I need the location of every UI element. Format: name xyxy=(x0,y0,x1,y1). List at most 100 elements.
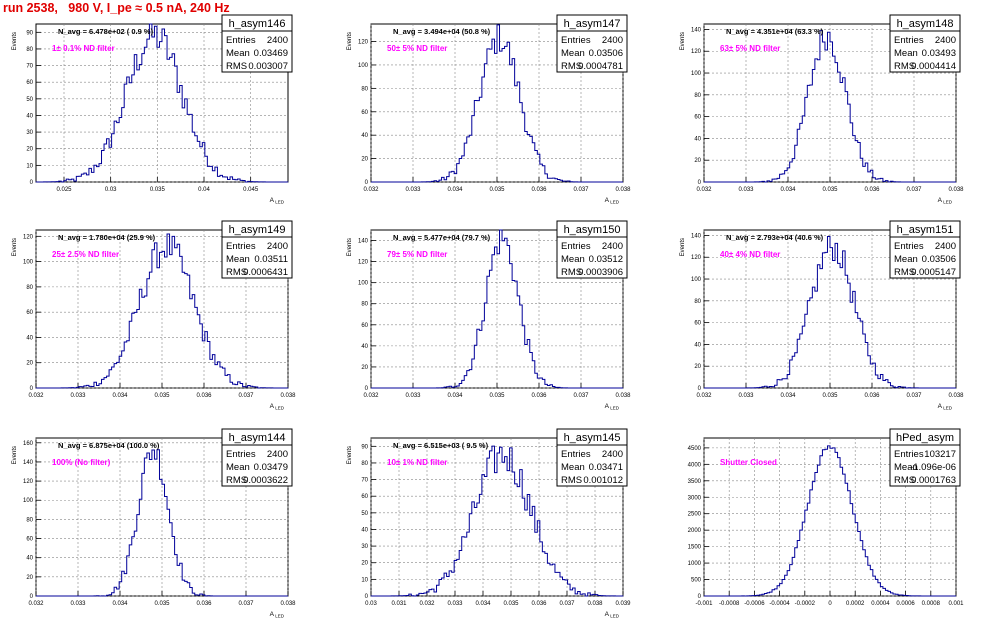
stats-label: Mean xyxy=(894,48,918,59)
navg-label: N_avg = 6.478e+02 ( 0.9 %) xyxy=(58,27,154,36)
y-tick-label: 120 xyxy=(23,479,34,485)
x-tick-label: 0.034 xyxy=(780,187,796,193)
navg-label: N_avg = 1.780e+04 (25.9 %) xyxy=(58,233,156,242)
y-tick-label: 100 xyxy=(358,63,369,69)
stats-value: 2400 xyxy=(935,241,956,252)
x-tick-label: 0 xyxy=(828,601,832,607)
x-tick-label: 0.035 xyxy=(489,187,505,193)
x-tick-label: 0.033 xyxy=(447,601,463,607)
stats-value: 0.0005147 xyxy=(911,267,956,278)
y-tick-label: 60 xyxy=(361,110,368,116)
x-tick-label: 0.038 xyxy=(948,187,964,193)
x-tick-label: 0.036 xyxy=(196,393,212,399)
filter-annotation: 1± 0.1% ND filter xyxy=(52,44,115,53)
x-tick-label: 0.033 xyxy=(738,393,754,399)
y-tick-label: 20 xyxy=(26,147,33,153)
y-tick-label: 100 xyxy=(358,281,369,287)
stats-title: h_asym145 xyxy=(564,432,621,444)
stats-label: RMS xyxy=(894,61,915,72)
navg-label: N_avg = 5.477e+04 (79.7 %) xyxy=(393,233,491,242)
x-tick-label: 0.034 xyxy=(447,393,463,399)
x-axis-label: A LED xyxy=(605,611,620,619)
y-tick-label: 80 xyxy=(26,47,33,53)
x-tick-label: 0.035 xyxy=(154,601,170,607)
histogram-panel-h_asym151: 0.032 0.033 0.034 0.035 0.036 0.037 0.038 0 20 40… xyxy=(680,220,964,411)
stats-box xyxy=(221,14,293,73)
y-tick-label: 20 xyxy=(361,157,368,163)
y-tick-label: 80 xyxy=(361,461,368,467)
navg-label: N_avg = 6.875e+04 (100.0 %) xyxy=(58,441,160,450)
x-tick-label: 0.036 xyxy=(196,601,212,607)
histogram-panel-h_asym145: 0.03 0.031 0.032 0.033 0.034 0.035 0.036 0.037 0… xyxy=(347,428,631,619)
stats-label: Mean xyxy=(226,254,250,265)
histogram-panel-h_asym146: 0.025 0.03 0.035 0.04 0.045 0 10 20 30 40 50 60 70 80… xyxy=(12,14,293,205)
histogram-panel-h_asym149: 0.032 0.033 0.034 0.035 0.036 0.037 0.038 0 20 40… xyxy=(12,220,296,411)
y-tick-label: 160 xyxy=(23,441,34,447)
x-tick-label: -0.001 xyxy=(695,601,713,607)
stats-value: 0.03471 xyxy=(589,462,623,473)
stats-value: 2400 xyxy=(267,35,288,46)
y-axis-label: Events xyxy=(347,32,353,50)
filter-annotation: Shutter Closed xyxy=(720,458,777,467)
x-tick-label: 0.033 xyxy=(70,601,86,607)
y-tick-label: 500 xyxy=(691,578,702,584)
y-tick-label: 0 xyxy=(698,180,702,186)
filter-annotation: 25± 2.5% ND filter xyxy=(52,250,119,259)
x-axis-label: A LED xyxy=(938,197,953,205)
navg-label: N_avg = 4.351e+04 (63.3 %) xyxy=(726,27,824,36)
x-tick-label: 0.035 xyxy=(822,187,838,193)
stats-label: RMS xyxy=(894,267,915,278)
x-tick-label: -0.0006 xyxy=(744,601,765,607)
y-tick-label: 100 xyxy=(23,498,34,504)
stats-label: Mean xyxy=(894,462,918,473)
x-tick-label: -0.0002 xyxy=(795,601,816,607)
stats-value: 0.0003906 xyxy=(578,267,623,278)
y-tick-label: 40 xyxy=(694,136,701,142)
x-axis-label: A LED xyxy=(270,197,285,205)
y-tick-label: 40 xyxy=(26,556,33,562)
y-tick-label: 120 xyxy=(358,260,369,266)
x-tick-label: 0.036 xyxy=(864,393,880,399)
stats-label: Entries xyxy=(561,241,591,252)
x-axis-label: A LED xyxy=(605,403,620,411)
y-tick-label: 120 xyxy=(691,255,702,261)
histogram-line xyxy=(704,445,956,597)
stats-value: 2400 xyxy=(602,449,623,460)
y-tick-label: 1500 xyxy=(688,545,702,551)
x-tick-label: 0.001 xyxy=(948,601,964,607)
stats-label: RMS xyxy=(226,61,247,72)
y-tick-label: 20 xyxy=(694,364,701,370)
y-tick-label: 20 xyxy=(26,575,33,581)
y-tick-label: 40 xyxy=(361,527,368,533)
histogram-line xyxy=(35,23,289,183)
y-tick-label: 80 xyxy=(26,285,33,291)
y-tick-label: 60 xyxy=(26,537,33,543)
y-tick-label: 2000 xyxy=(688,528,702,534)
y-tick-label: 20 xyxy=(26,361,33,367)
y-tick-label: 100 xyxy=(691,277,702,283)
navg-label: N_avg = 6.515e+03 ( 9.5 %) xyxy=(393,441,489,450)
stats-value: 2400 xyxy=(267,241,288,252)
stats-box xyxy=(221,220,293,279)
y-tick-label: 70 xyxy=(361,478,368,484)
stats-value: 0.0004414 xyxy=(911,61,956,72)
y-tick-label: 80 xyxy=(361,302,368,308)
navg-label: N_avg = 3.494e+04 (50.8 %) xyxy=(393,27,491,36)
y-tick-label: 0 xyxy=(365,180,369,186)
y-tick-label: 70 xyxy=(26,64,33,70)
filter-annotation: 100% (No filter) xyxy=(52,458,111,467)
y-tick-label: 80 xyxy=(694,299,701,305)
x-tick-label: 0.033 xyxy=(405,393,421,399)
y-axis-label: Events xyxy=(347,446,353,464)
x-tick-label: 0.035 xyxy=(822,393,838,399)
stats-value: 0.0003622 xyxy=(243,475,288,486)
y-tick-label: 0 xyxy=(365,594,369,600)
histogram-line xyxy=(35,233,289,389)
y-tick-label: 80 xyxy=(26,517,33,523)
stats-label: Entries xyxy=(561,449,591,460)
y-tick-label: 3000 xyxy=(688,495,702,501)
stats-label: RMS xyxy=(561,61,582,72)
filter-annotation: 50± 5% ND filter xyxy=(387,44,447,53)
stats-value: 0.03479 xyxy=(254,462,288,473)
